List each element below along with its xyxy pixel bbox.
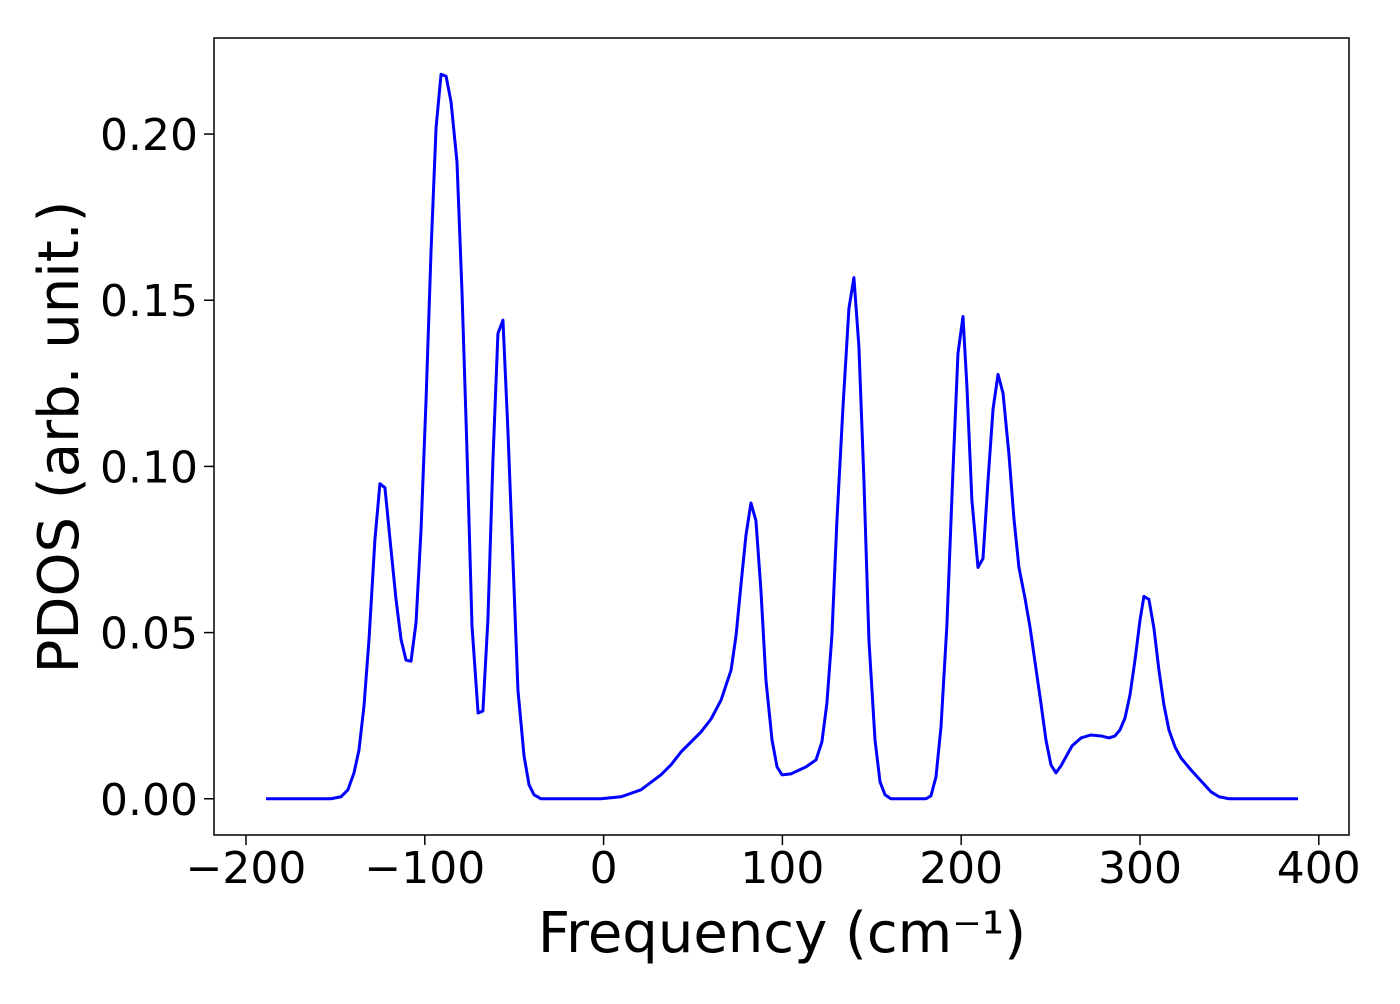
- y-tick-label: 0.20: [100, 110, 198, 161]
- y-tick-label: 0.15: [100, 276, 198, 327]
- y-tick-label: 0.05: [100, 609, 198, 660]
- x-axis-label: Frequency (cm⁻¹): [538, 901, 1026, 966]
- data-line: [266, 72, 1299, 801]
- x-tick-label: 100: [740, 843, 824, 894]
- plot-frame: [213, 37, 1350, 836]
- x-tick-label: 300: [1098, 843, 1182, 894]
- y-axis-label: PDOS (arb. unit.): [27, 201, 92, 674]
- x-tick-label: 400: [1277, 843, 1361, 894]
- x-tick-label: −100: [364, 843, 485, 894]
- x-tick-label: 0: [590, 843, 618, 894]
- y-tick-label: 0.10: [100, 442, 198, 493]
- x-tick-label: 200: [919, 843, 1003, 894]
- x-tick-label: −200: [186, 843, 307, 894]
- y-tick-label: 0.00: [100, 775, 198, 826]
